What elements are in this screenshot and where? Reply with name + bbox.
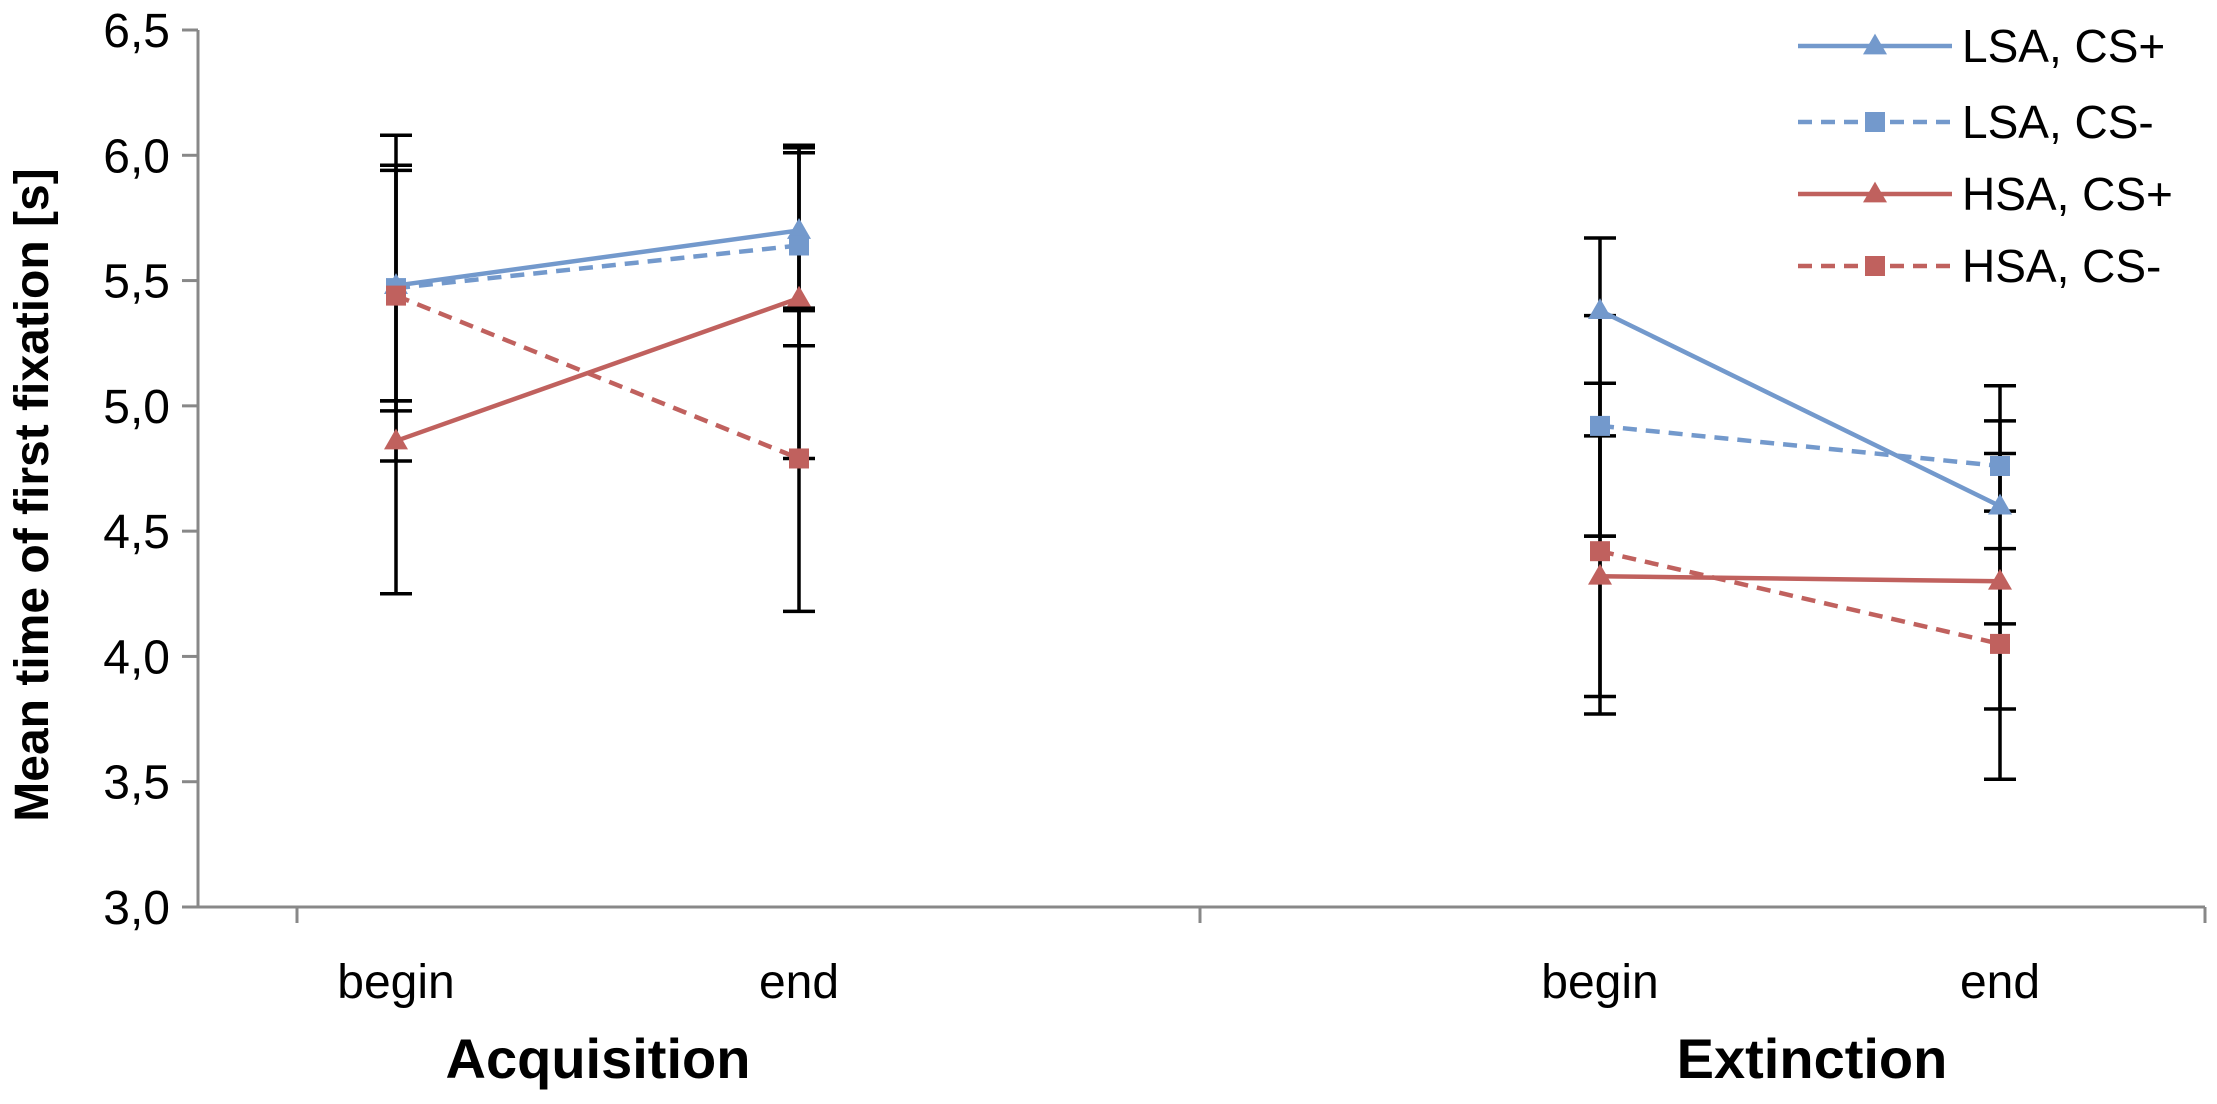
triangle-marker	[1988, 568, 2012, 590]
series-line	[395, 295, 800, 444]
square-marker	[789, 448, 809, 469]
triangle-marker	[1863, 33, 1887, 55]
y-axis-label: Mean time of first fixation [s]	[6, 168, 59, 821]
legend-entry: HSA, CS-	[1962, 240, 2161, 292]
triangle-marker	[1588, 298, 1612, 320]
legend-entry: LSA, CS+	[1962, 20, 2165, 72]
y-tick-label: 4,0	[103, 631, 170, 684]
series-markers	[384, 218, 2012, 654]
series-line	[395, 228, 800, 288]
square-marker	[386, 285, 406, 306]
triangle-marker	[787, 218, 811, 239]
y-tick-label: 6,0	[103, 130, 170, 183]
y-tick-label: 4,5	[103, 506, 170, 559]
x-category-label: begin	[1541, 956, 1658, 1009]
square-marker	[1990, 633, 2010, 654]
y-tick-label: 3,5	[103, 757, 170, 810]
y-tick-label: 5,5	[103, 256, 170, 309]
y-tick-label: 6,5	[103, 5, 170, 58]
square-marker	[1590, 541, 1610, 562]
triangle-marker	[1988, 493, 2012, 515]
error-bars	[380, 133, 2016, 781]
legend: LSA, CS+ LSA, CS- HSA, CS+ HSA, CS-	[1798, 20, 2173, 292]
y-tick-label: 3,0	[103, 882, 170, 935]
triangle-marker	[1588, 563, 1612, 585]
x-group-label: Acquisition	[446, 1027, 751, 1090]
x-group-label: Extinction	[1677, 1027, 1948, 1090]
series-line	[1599, 308, 2001, 509]
legend-entry: HSA, CS+	[1962, 168, 2173, 220]
x-category-label: begin	[337, 956, 454, 1009]
axes: 3,0 3,5 4,0 4,5 5,0 5,5 6,0 6,5	[103, 5, 2207, 935]
triangle-marker	[1863, 181, 1887, 203]
square-marker	[1990, 455, 2010, 476]
series-lines	[395, 228, 2001, 647]
square-marker	[1865, 112, 1885, 132]
square-marker	[1590, 415, 1610, 436]
x-category-label: end	[759, 956, 839, 1009]
square-marker	[789, 235, 809, 256]
series-line	[1599, 573, 2001, 584]
triangle-marker	[787, 285, 811, 307]
series-line	[1599, 423, 2001, 469]
series-line	[395, 243, 800, 291]
series-line	[1599, 548, 2001, 647]
legend-entry: LSA, CS-	[1962, 96, 2154, 148]
x-category-label: end	[1960, 956, 2040, 1009]
y-tick-label: 5,0	[103, 381, 170, 434]
square-marker	[1865, 256, 1885, 276]
triangle-marker	[384, 428, 408, 450]
series-line	[395, 293, 800, 461]
